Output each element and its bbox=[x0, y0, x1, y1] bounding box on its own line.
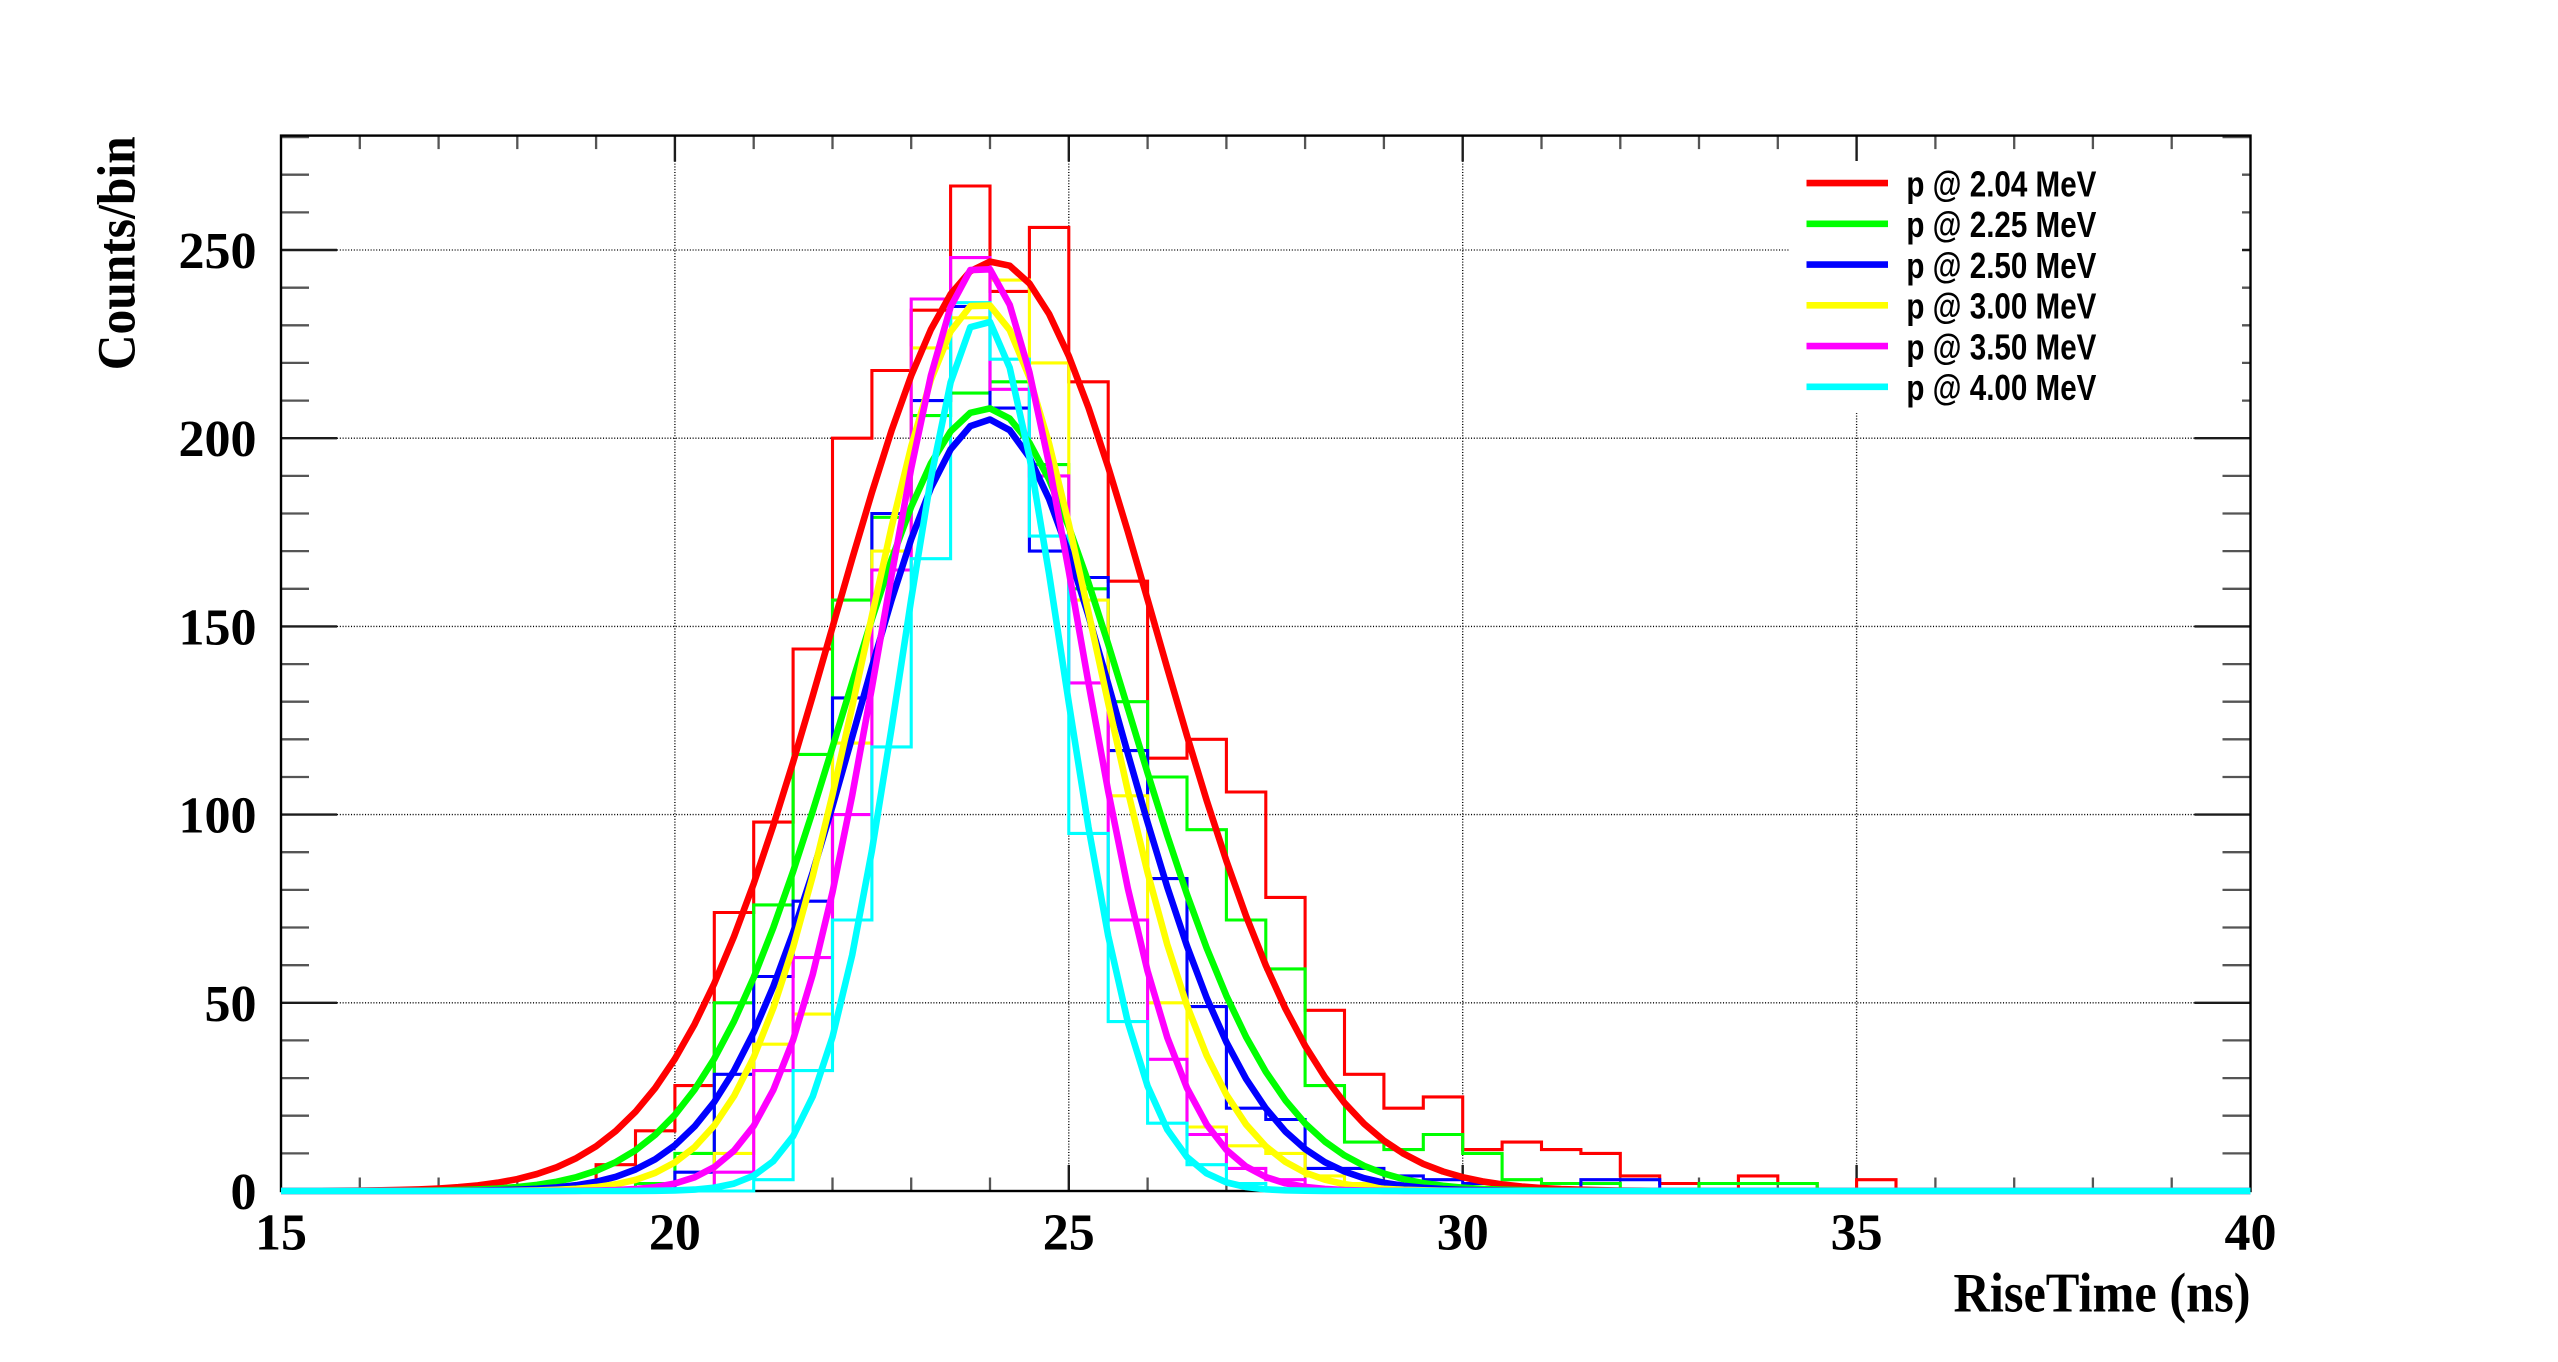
svg-text:p @ 3.50 MeV: p @ 3.50 MeV bbox=[1906, 326, 2096, 367]
svg-text:p @ 3.00 MeV: p @ 3.00 MeV bbox=[1906, 286, 2096, 327]
svg-text:35: 35 bbox=[1831, 1204, 1883, 1261]
svg-text:0: 0 bbox=[231, 1164, 257, 1221]
svg-text:p @ 2.04 MeV: p @ 2.04 MeV bbox=[1906, 163, 2096, 204]
svg-text:40: 40 bbox=[2225, 1204, 2277, 1261]
svg-text:250: 250 bbox=[179, 223, 257, 280]
svg-text:200: 200 bbox=[179, 411, 257, 468]
svg-text:100: 100 bbox=[179, 788, 257, 845]
svg-text:Counts/bin: Counts/bin bbox=[87, 136, 147, 370]
svg-text:p @ 4.00 MeV: p @ 4.00 MeV bbox=[1906, 367, 2096, 408]
svg-text:RiseTime (ns): RiseTime (ns) bbox=[1954, 1263, 2251, 1325]
svg-text:50: 50 bbox=[205, 976, 257, 1033]
svg-text:30: 30 bbox=[1437, 1204, 1489, 1261]
svg-text:150: 150 bbox=[179, 599, 257, 656]
svg-text:p @ 2.50 MeV: p @ 2.50 MeV bbox=[1906, 245, 2096, 286]
svg-text:25: 25 bbox=[1043, 1204, 1095, 1261]
svg-text:p @ 2.25 MeV: p @ 2.25 MeV bbox=[1906, 204, 2096, 245]
svg-text:15: 15 bbox=[255, 1204, 307, 1261]
svg-text:20: 20 bbox=[649, 1204, 701, 1261]
